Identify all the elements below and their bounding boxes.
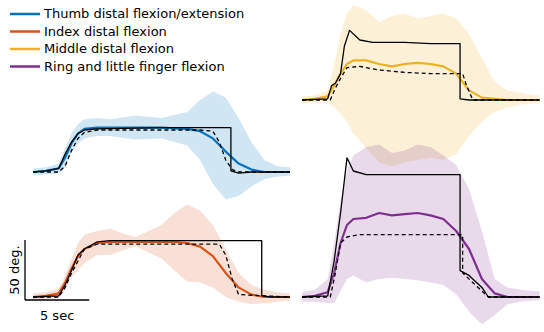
- reference-line: [302, 158, 540, 297]
- legend-label: Thumb distal flexion/extension: [43, 6, 244, 21]
- legend: Thumb distal flexion/extension Index dist…: [10, 6, 244, 74]
- scale-bar-label: 5 sec: [40, 308, 74, 323]
- legend-label: Ring and little finger flexion: [44, 59, 225, 74]
- reference-line: [302, 30, 540, 100]
- confidence-band: [33, 92, 290, 200]
- legend-swatch: [10, 13, 40, 16]
- reference-line: [33, 241, 290, 297]
- mean-line: [302, 213, 540, 297]
- dashed-line: [33, 130, 290, 172]
- legend-swatch: [10, 48, 40, 51]
- plot-area: [302, 145, 540, 325]
- legend-label: Middle distal flexion: [44, 41, 174, 56]
- scale-bar-horizontal: [25, 299, 89, 300]
- dashed-line: [302, 66, 540, 100]
- scale-bar-label: 50 deg.: [7, 245, 22, 294]
- figure: 50 deg. 5 sec Thumb distal flexion/extensi…: [0, 0, 544, 332]
- legend-swatch: [10, 65, 40, 68]
- scale-bar-vertical: [24, 240, 25, 300]
- legend-label: Index distal flexion: [44, 24, 167, 39]
- plot-area: [302, 5, 540, 166]
- confidence-band: [302, 5, 540, 166]
- legend-swatch: [10, 30, 40, 33]
- plot-area: [33, 92, 290, 200]
- mean-line: [33, 128, 290, 172]
- confidence-band: [302, 145, 540, 325]
- confidence-band: [33, 205, 290, 305]
- dashed-line: [302, 235, 540, 297]
- dashed-line: [33, 244, 290, 297]
- reference-line: [33, 128, 290, 174]
- plot-area: [33, 205, 290, 305]
